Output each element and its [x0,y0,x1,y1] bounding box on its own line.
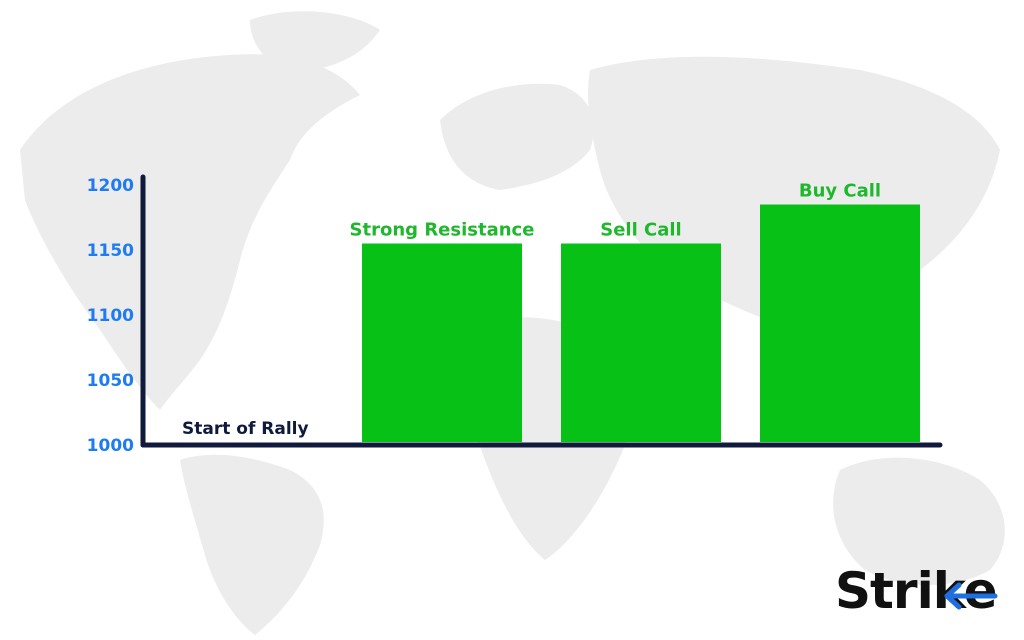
bar-label-sell-call: Sell Call [600,220,681,241]
y-axis-ticks: 1200 1150 1100 1050 1000 [87,176,134,456]
y-tick-label-1000: 1000 [87,436,134,456]
bar-sell-call [561,243,721,442]
arrow-left-icon [944,582,998,610]
y-tick-label-1100: 1100 [87,306,134,326]
europe-shape [440,83,594,190]
bar-label-buy-call: Buy Call [799,181,881,202]
y-tick-label-1050: 1050 [87,371,134,391]
bar-label-start-of-rally: Start of Rally [182,419,309,439]
axes [140,174,943,448]
logo-wordmark: Strike [835,562,997,620]
strike-logo: Strike [835,562,998,620]
south-america-shape [180,454,324,635]
north-america-shape [20,54,360,410]
y-tick-label-1200: 1200 [87,176,134,196]
bars [362,204,920,442]
australia-shape [833,457,1005,585]
greenland-shape [250,11,380,71]
bar-buy-call [760,204,920,442]
bar-label-strong-resistance: Strong Resistance [350,220,535,241]
bar-strong-resistance [362,243,522,442]
bar-labels: Start of Rally Strong Resistance Sell Call… [182,181,881,440]
y-tick-label-1150: 1150 [87,241,134,261]
